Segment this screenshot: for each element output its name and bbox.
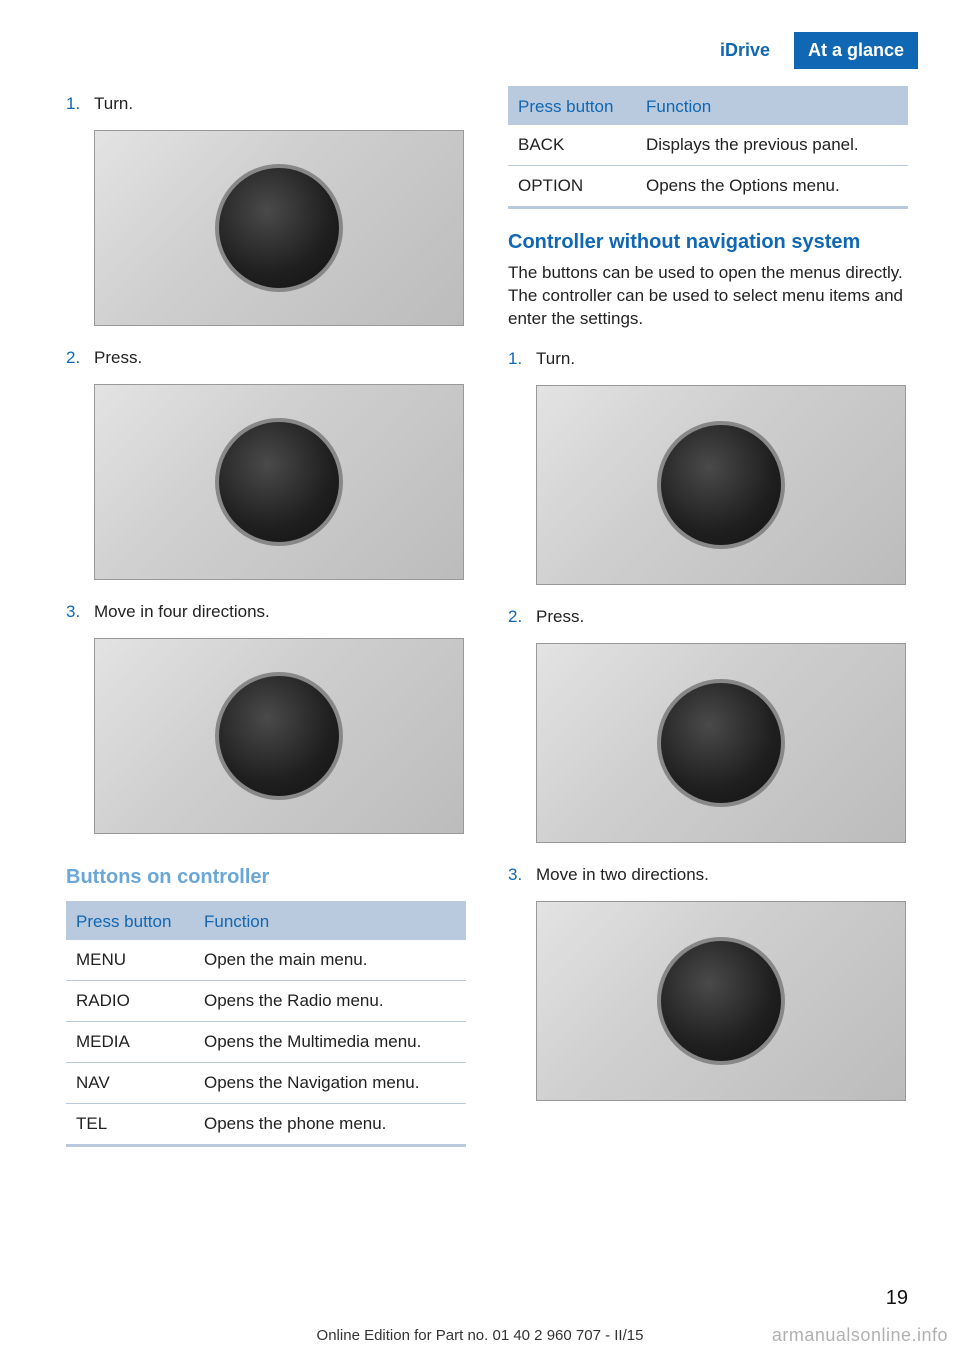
table-cell: Opens the Options menu. [636,166,908,208]
page-number: 19 [886,1287,908,1310]
header-section: iDrive [706,32,784,69]
table-cell: Opens the phone menu. [194,1104,466,1146]
controller-press-image [94,384,464,580]
step-item: 2. Press. [508,607,908,627]
step-text: Turn. [536,349,908,369]
table-cell: Opens the Navigation menu. [194,1063,466,1104]
table-row: TELOpens the phone menu. [66,1104,466,1146]
table-cell: Open the main menu. [194,940,466,981]
table-row: BACKDisplays the previous panel. [508,125,908,166]
step-item: 3. Move in two directions. [508,865,908,885]
step-text: Move in two directions. [536,865,908,885]
step-number: 3. [508,865,536,885]
step-number: 3. [66,602,94,622]
step-number: 2. [66,348,94,368]
buttons-table-left: Press button Function MENUOpen the main … [66,901,466,1147]
table-cell: Displays the previous panel. [636,125,908,166]
step-number: 1. [508,349,536,369]
step-item: 1. Turn. [66,94,466,114]
step-text: Turn. [94,94,466,114]
table-header-cell: Function [636,88,908,126]
table-header-cell: Function [194,903,466,941]
step-number: 1. [66,94,94,114]
table-cell: Opens the Radio menu. [194,981,466,1022]
controller-move4-image [94,638,464,834]
table-cell: MEDIA [66,1022,194,1063]
step-item: 1. Turn. [508,349,908,369]
step-text: Press. [536,607,908,627]
watermark-text: armanualsonline.info [772,1325,948,1346]
page-content: 1. Turn. 2. Press. 3. Move in four direc… [66,86,908,1272]
step-text: Move in four directions. [94,602,466,622]
step-number: 2. [508,607,536,627]
table-row: MEDIAOpens the Multimedia menu. [66,1022,466,1063]
table-cell: MENU [66,940,194,981]
right-column: Press button Function BACKDisplays the p… [508,86,908,1272]
table-cell: BACK [508,125,636,166]
table-cell: RADIO [66,981,194,1022]
step-item: 3. Move in four directions. [66,602,466,622]
header-chapter: At a glance [794,32,918,69]
table-row: MENUOpen the main menu. [66,940,466,981]
step-text: Press. [94,348,466,368]
buttons-table-right: Press button Function BACKDisplays the p… [508,86,908,209]
table-header-cell: Press button [508,88,636,126]
step-item: 2. Press. [66,348,466,368]
table-cell: Opens the Multimedia menu. [194,1022,466,1063]
table-cell: OPTION [508,166,636,208]
controller-no-nav-heading: Controller without navigation system [508,231,908,254]
controller2-turn-image [536,385,906,585]
left-column: 1. Turn. 2. Press. 3. Move in four direc… [66,86,466,1272]
controller2-press-image [536,643,906,843]
controller2-move2-image [536,901,906,1101]
table-row: NAVOpens the Navigation menu. [66,1063,466,1104]
buttons-subhead: Buttons on controller [66,866,466,889]
table-cell: NAV [66,1063,194,1104]
table-row: OPTIONOpens the Options menu. [508,166,908,208]
controller-no-nav-paragraph: The buttons can be used to open the menu… [508,262,908,331]
controller-turn-image [94,130,464,326]
table-cell: TEL [66,1104,194,1146]
table-header-cell: Press button [66,903,194,941]
table-row: RADIOOpens the Radio menu. [66,981,466,1022]
page-header: iDrive At a glance [706,32,918,69]
